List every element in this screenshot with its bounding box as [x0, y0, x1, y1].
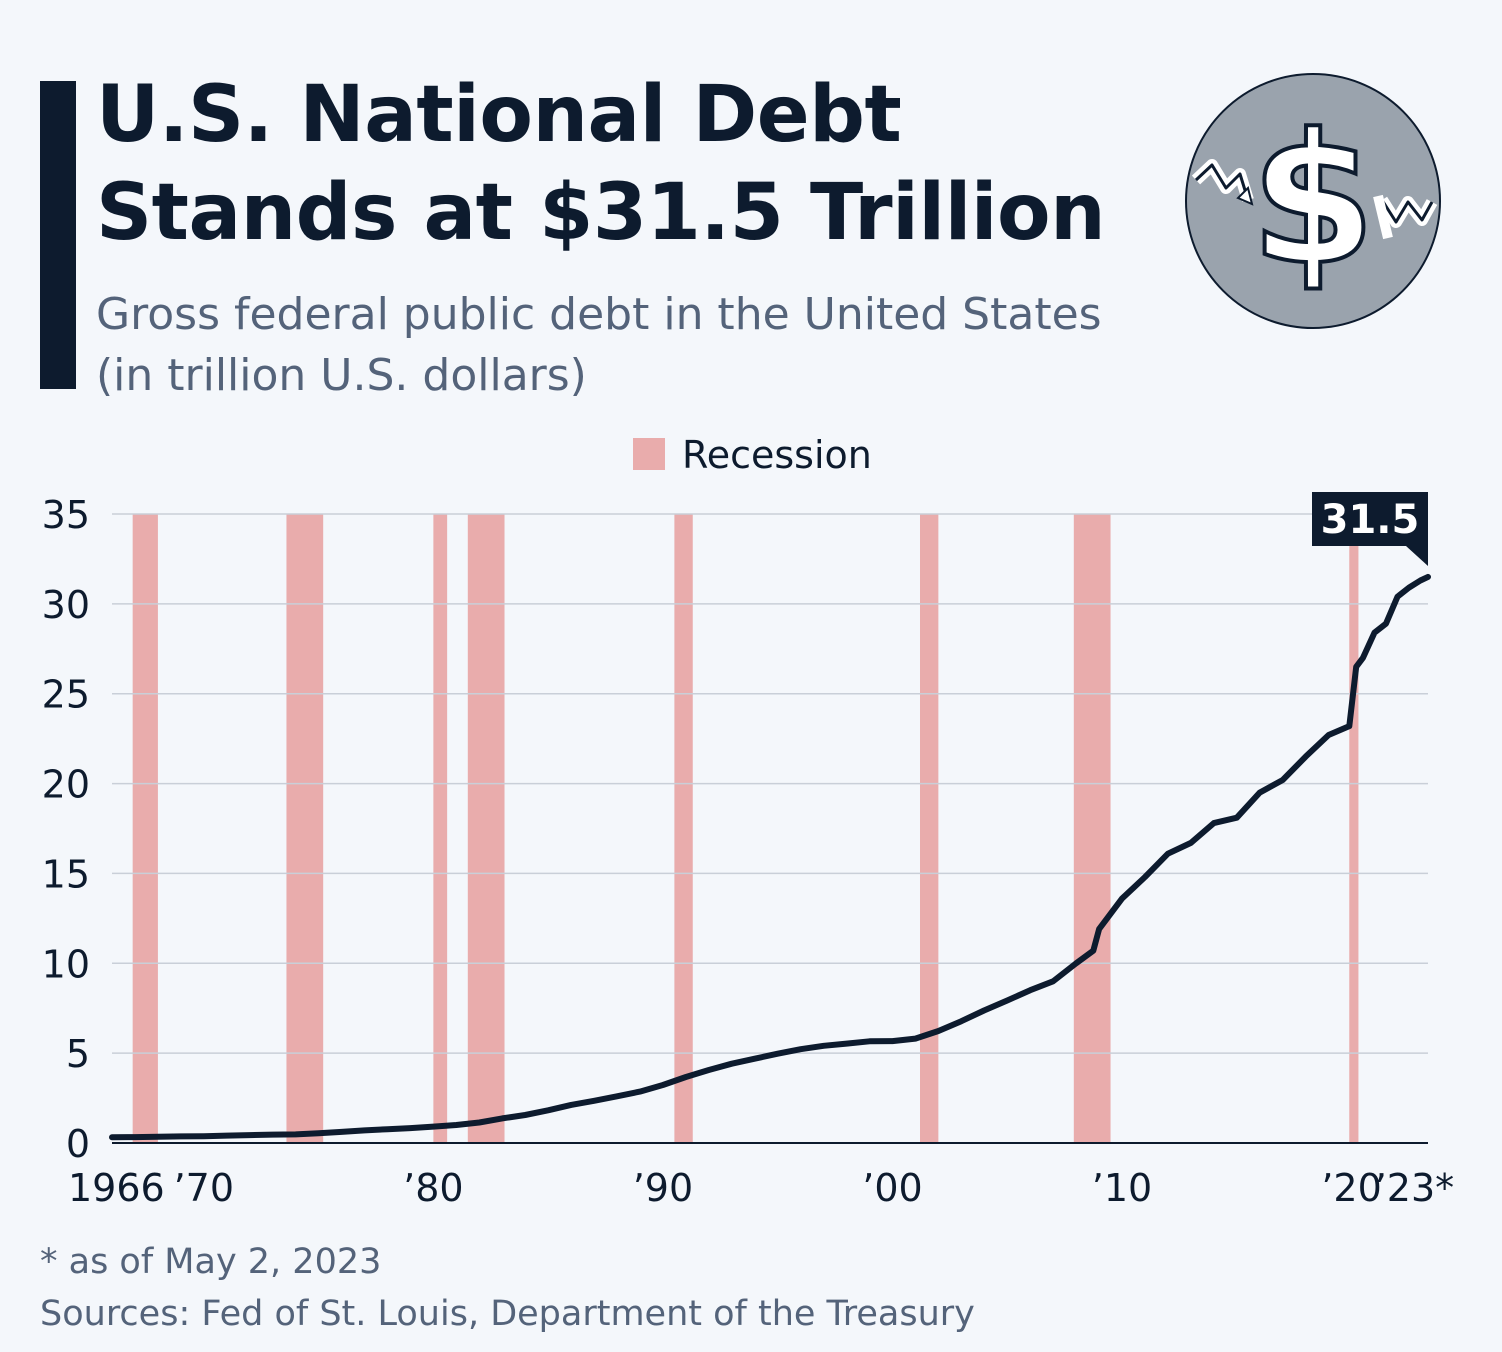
x-tick-label-1990: ’90	[633, 1166, 693, 1210]
x-tick-label-2010: ’10	[1092, 1166, 1152, 1210]
footnote-asterisk: * as of May 2, 2023	[40, 1242, 382, 1282]
recession-band-2	[286, 514, 324, 1143]
x-tick-label-1966: 1966	[68, 1166, 165, 1210]
recession-band-6	[920, 514, 939, 1143]
y-tick-label-15: 15	[42, 852, 90, 896]
callout-box	[1312, 492, 1428, 566]
title-line-2: Stands at $31.5 Trillion	[96, 168, 1106, 258]
subtitle-line-2: (in trillion U.S. dollars)	[96, 350, 587, 401]
y-tick-label-25: 25	[42, 673, 90, 717]
footnote: * as of May 2, 2023 Sources: Fed of St. …	[40, 1236, 975, 1340]
recession-band-4	[467, 514, 505, 1143]
recession-band-5	[674, 514, 693, 1143]
recession-band-1	[132, 514, 158, 1143]
y-tick-label-20: 20	[42, 763, 90, 807]
dollar-coin-icon: $	[1185, 73, 1441, 329]
y-tick-label-5: 5	[66, 1032, 90, 1076]
y-tick-label-0: 0	[66, 1122, 90, 1166]
x-tick-label-2023: ’23*	[1375, 1166, 1454, 1210]
legend: Recession	[633, 433, 872, 477]
x-tick-label-1970: ’70	[174, 1166, 234, 1210]
x-tick-label-2020: ’20	[1321, 1166, 1381, 1210]
legend-label-recession: Recession	[682, 433, 872, 477]
footnote-sources: Sources: Fed of St. Louis, Department of…	[40, 1294, 975, 1334]
debt-line-chart: Recession 0 5 10 15 20 25 30 35 1966’70 ’80 ’90 ’0…	[42, 433, 1455, 1210]
gridlines	[112, 513, 1428, 1054]
x-tick-label-2000: ’00	[862, 1166, 922, 1210]
recession-band-7	[1073, 514, 1111, 1143]
title-line-1: U.S. National Debt	[96, 70, 902, 160]
chart-title: U.S. National Debt Stands at $31.5 Trill…	[96, 66, 1176, 262]
y-tick-label-30: 30	[42, 583, 90, 627]
y-axis-ticks: 0 5 10 15 20 25 30 35	[42, 493, 90, 1166]
subtitle-line-1: Gross federal public debt in the United …	[96, 289, 1102, 340]
recession-band-8	[1349, 514, 1359, 1143]
callout-label: 31.5	[1321, 497, 1420, 543]
chart-subtitle: Gross federal public debt in the United …	[96, 284, 1196, 406]
series-line-debt	[109, 573, 1431, 1141]
recession-bands	[132, 514, 1359, 1143]
value-callout: 31.5	[1312, 492, 1428, 566]
legend-swatch-recession	[633, 438, 665, 470]
svg-text:$: $	[1250, 96, 1375, 305]
y-tick-label-10: 10	[42, 942, 90, 986]
accent-bar	[40, 81, 76, 389]
x-tick-label-1980: ’80	[403, 1166, 463, 1210]
x-axis-ticks: 1966’70 ’80 ’90 ’00 ’10 ’20’23*	[68, 1166, 1454, 1210]
y-tick-label-35: 35	[42, 493, 90, 537]
recession-band-3	[433, 514, 448, 1143]
